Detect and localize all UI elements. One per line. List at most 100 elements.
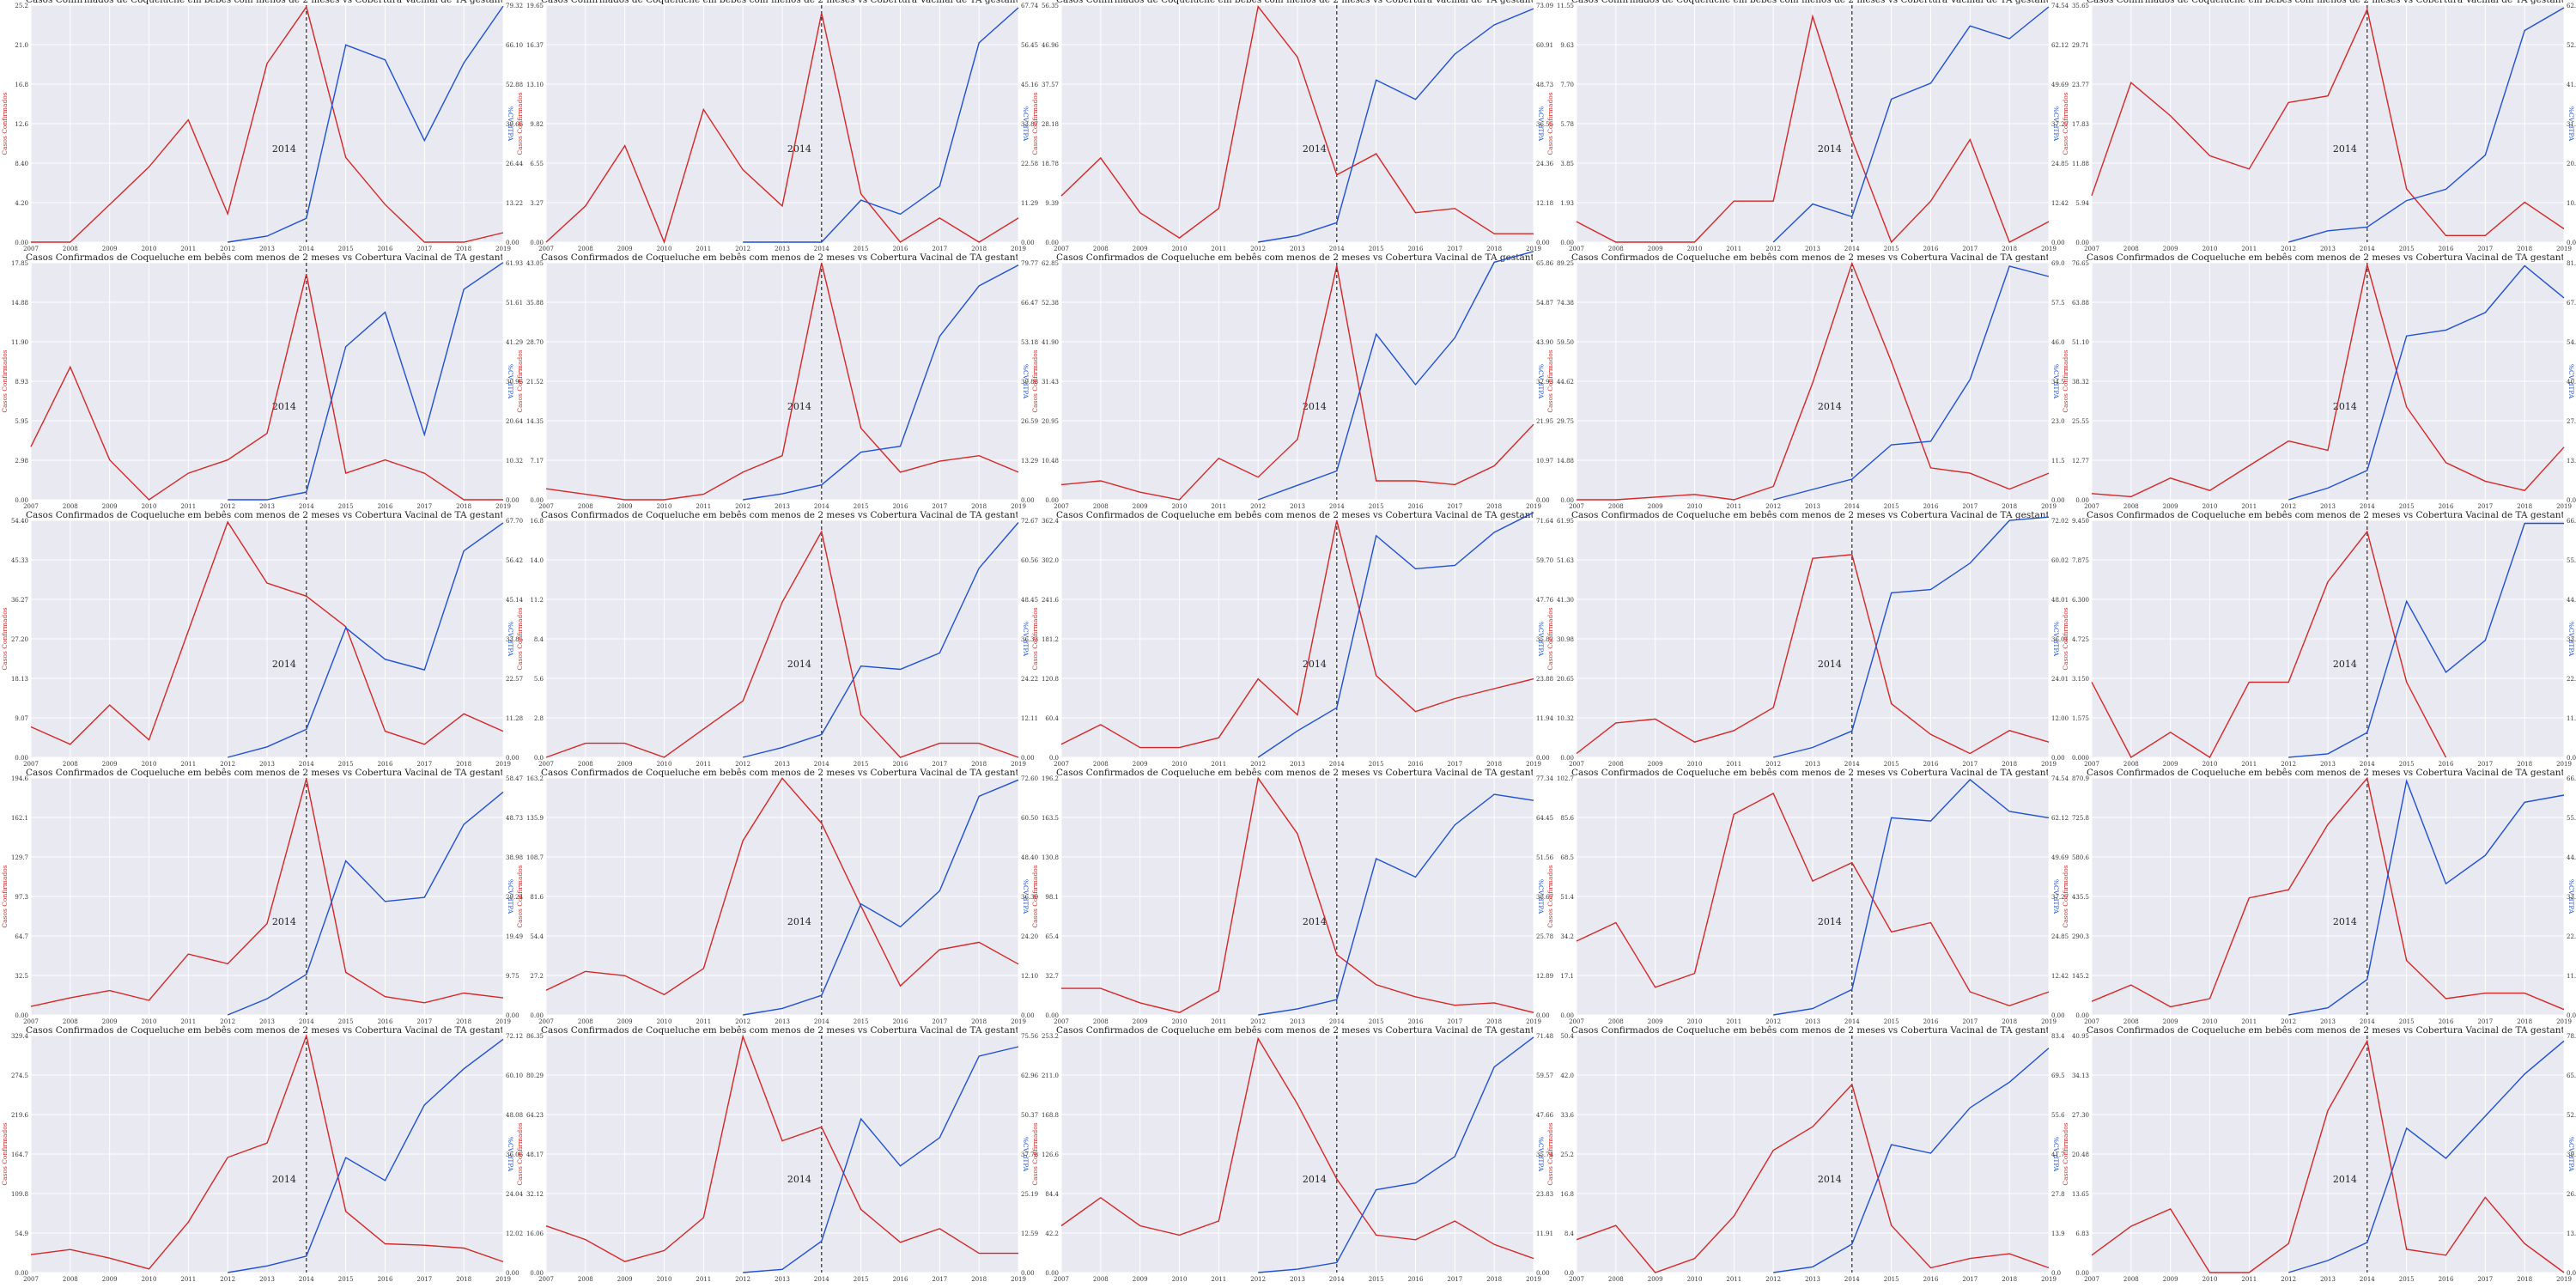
chart-panel: Casos Confirmados de Coqueluche em bebês… xyxy=(2061,510,2576,773)
y-tick-label-right: 12.89 xyxy=(1536,973,1553,980)
x-tick-label: 2008 xyxy=(63,761,78,768)
x-tick-label: 2017 xyxy=(2477,246,2493,252)
series-line-coverage xyxy=(228,5,504,243)
vline-label: 2014 xyxy=(1303,659,1327,670)
x-tick-label: 2014 xyxy=(1844,1276,1860,1283)
x-tick-label: 2010 xyxy=(1172,1018,1188,1025)
x-tick-label: 2015 xyxy=(1369,1276,1384,1283)
y-tick-label-left: 0.00 xyxy=(1560,497,1574,504)
vline-label: 2014 xyxy=(1818,1174,1842,1185)
x-tick-label: 2011 xyxy=(1211,503,1226,510)
x-tick-label: 2008 xyxy=(63,246,78,252)
x-tick-label: 2011 xyxy=(1726,1018,1741,1025)
y-tick-label-right: 22.28 xyxy=(2567,676,2576,683)
vline-label: 2014 xyxy=(272,916,296,927)
chart-svg: 0.00 9.39 18.78 28.18 37.57 46.96 56.35 0.00 12.… xyxy=(1031,3,1554,252)
y-axis-label-right: %CV dTPA xyxy=(2052,879,2060,914)
series-line-coverage xyxy=(743,7,1019,243)
x-tick-label: 2019 xyxy=(495,1276,511,1283)
x-tick-label: 2018 xyxy=(456,1276,471,1283)
series-line-cases xyxy=(1060,1036,1534,1260)
series-line-cases xyxy=(545,1034,1018,1262)
y-tick-label-right: 11.5 xyxy=(2051,458,2065,465)
chart-panel: Casos Confirmados de Coqueluche em bebês… xyxy=(1030,768,1554,1030)
x-tick-label: 2015 xyxy=(2399,246,2415,252)
x-tick-label: 2013 xyxy=(775,246,790,252)
x-tick-label: 2013 xyxy=(2320,761,2336,768)
y-tick-label-left: 4.725 xyxy=(2072,636,2089,643)
y-tick-label-left: 7.17 xyxy=(530,458,544,465)
y-axis-label-left: Casos Confirmados xyxy=(1,607,9,670)
chart-svg: 0.00 1.93 3.85 5.78 7.70 9.63 11.55 0.00 12.42 24… xyxy=(1546,3,2069,252)
y-axis-label-right: %CV dTPA xyxy=(1537,106,1545,142)
y-tick-label-left: 162.1 xyxy=(11,815,28,822)
series-line-cases xyxy=(545,12,1019,245)
x-tick-label: 2011 xyxy=(1211,761,1226,768)
series-line-coverage xyxy=(227,791,504,1016)
x-tick-label: 2010 xyxy=(657,246,672,252)
x-tick-label: 2014 xyxy=(299,761,314,768)
x-tick-label: 2019 xyxy=(1526,1276,1541,1283)
y-tick-label-right: 57.5 xyxy=(2051,300,2065,307)
y-tick-label-left: 0.00 xyxy=(15,1012,28,1019)
y-tick-label-left: 80.29 xyxy=(526,1072,544,1079)
x-tick-label: 2011 xyxy=(2241,1276,2257,1283)
y-tick-label-right: 26.59 xyxy=(1021,418,1038,425)
x-tick-label: 2019 xyxy=(1011,246,1026,252)
series-line-coverage xyxy=(1773,1048,2050,1273)
series-line-cases xyxy=(1060,520,1534,749)
x-tick-label: 2017 xyxy=(1447,246,1462,252)
y-tick-label-right: 0.00 xyxy=(2051,240,2065,246)
y-tick-label-right: 52.53 xyxy=(2567,1112,2576,1119)
x-tick-label: 2011 xyxy=(180,1018,196,1025)
y-tick-label-right: 36.01 xyxy=(2051,636,2069,643)
x-tick-label: 2014 xyxy=(814,761,829,768)
y-tick-label-right: 69.5 xyxy=(2051,1072,2065,1079)
y-tick-label-right: 60.91 xyxy=(1536,42,1553,49)
x-tick-label: 2011 xyxy=(1726,503,1741,510)
y-tick-label-left: 0.00 xyxy=(2075,1012,2089,1019)
x-tick-label: 2011 xyxy=(180,503,196,510)
x-tick-label: 2014 xyxy=(2360,1276,2375,1283)
y-tick-label-left: 290.3 xyxy=(2072,933,2089,940)
y-tick-label-right: 49.69 xyxy=(2051,854,2069,861)
y-tick-label-right: 11.29 xyxy=(1021,200,1038,207)
y-tick-label-left: 135.9 xyxy=(526,815,544,822)
x-tick-label: 2019 xyxy=(1011,1018,1026,1025)
y-tick-label-right: 50.37 xyxy=(1021,1112,1038,1119)
y-tick-label-right: 33.43 xyxy=(2567,636,2576,643)
x-tick-label: 2012 xyxy=(2281,761,2296,768)
y-tick-label-right: 48.08 xyxy=(506,1112,523,1119)
y-tick-label-right: 21.95 xyxy=(1536,418,1553,425)
chart-panel: Casos Confirmados de Coqueluche em bebês… xyxy=(0,768,524,1030)
chart-svg: 0.0 8.4 16.8 25.2 33.6 42.0 50.4 0.0 13.9 27.8 41.… xyxy=(1546,1033,2065,1283)
y-tick-label-right: 41.7 xyxy=(2051,1151,2065,1158)
series-line-cases xyxy=(545,263,1019,501)
series-line-cases xyxy=(30,778,504,1007)
chart-title: Casos Confirmados de Coqueluche em bebês… xyxy=(541,768,1018,778)
series-line-coverage xyxy=(1257,251,1534,501)
y-tick-label-right: 41.29 xyxy=(506,339,523,346)
y-tick-label-right: 73.09 xyxy=(1536,3,1553,9)
x-tick-label: 2013 xyxy=(775,761,790,768)
x-tick-label: 2012 xyxy=(220,1276,235,1283)
y-tick-label-right: 67.52 xyxy=(2567,300,2576,307)
y-axis-label-right: %CV dTPA xyxy=(507,879,514,914)
x-tick-label: 2018 xyxy=(2002,503,2017,510)
x-tick-label: 2011 xyxy=(2241,503,2257,510)
chart-panel: Casos Confirmados de Coqueluche em bebês… xyxy=(0,1025,524,1288)
y-tick-label-right: 0.00 xyxy=(1021,1012,1035,1019)
x-tick-label: 2009 xyxy=(617,761,633,768)
chart-svg: 0.00 17.1 34.2 51.4 68.5 85.6 102.7 0.00 12.42 24… xyxy=(1546,775,2069,1025)
y-tick-label-left: 5.95 xyxy=(15,418,28,425)
y-tick-label-right: 51.61 xyxy=(506,300,523,307)
y-tick-label-right: 9.75 xyxy=(506,973,519,980)
y-tick-label-left: 0.00 xyxy=(1045,240,1059,246)
x-tick-label: 2013 xyxy=(259,761,275,768)
x-tick-label: 2008 xyxy=(2123,761,2139,768)
x-tick-label: 2013 xyxy=(2320,246,2336,252)
y-tick-label-left: 16.06 xyxy=(526,1230,544,1237)
chart-panel: Casos Confirmados de Coqueluche em bebês… xyxy=(0,252,524,515)
x-tick-label: 2014 xyxy=(2360,503,2375,510)
y-tick-label-right: 22.28 xyxy=(2567,933,2576,940)
